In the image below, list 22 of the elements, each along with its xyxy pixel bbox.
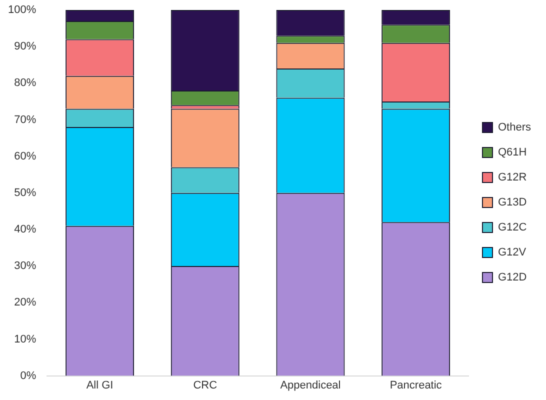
x-tick-label: Pancreatic: [390, 379, 442, 392]
y-tick-label: 20%: [14, 296, 36, 309]
legend-label: Q61H: [498, 146, 527, 159]
y-tick-label: 90%: [14, 40, 36, 53]
y-tick-label: 80%: [14, 77, 36, 90]
x-tick-label: All GI: [86, 379, 114, 392]
y-tick-label: 100%: [8, 4, 36, 16]
y-tick-label: 70%: [14, 114, 36, 126]
legend-label: G12D: [498, 272, 527, 284]
y-tick-label: 10%: [14, 333, 36, 346]
y-tick-label: 0%: [20, 370, 36, 382]
legend-label: Others: [498, 122, 532, 134]
y-tick-label: 50%: [14, 186, 36, 199]
x-tick-label: Appendiceal: [280, 379, 341, 392]
y-tick-label: 30%: [14, 260, 36, 272]
x-tick-label: CRC: [193, 379, 218, 392]
legend-label: G12C: [498, 222, 527, 234]
legend-label: G12R: [498, 172, 527, 184]
legend-label: G13D: [498, 196, 527, 209]
y-tick-label: 60%: [14, 150, 36, 162]
legend-label: G12V: [498, 246, 527, 259]
y-tick-label: 40%: [14, 224, 36, 236]
